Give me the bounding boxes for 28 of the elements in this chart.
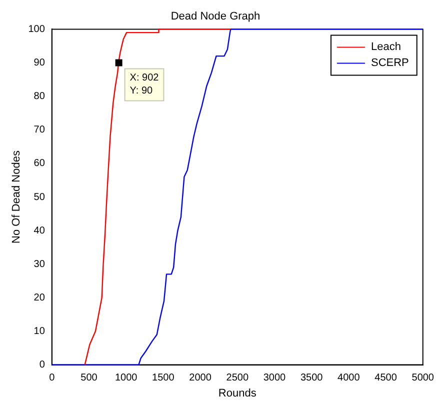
x-tick-label: 1000 xyxy=(114,372,138,384)
y-tick-label: 60 xyxy=(34,158,46,170)
chart-title: Dead Node Graph xyxy=(170,10,260,23)
y-tick-label: 80 xyxy=(34,91,46,102)
x-tick-label: 2000 xyxy=(189,372,212,384)
y-tick-label: 100 xyxy=(28,24,46,35)
x-tick-label: 0 xyxy=(49,372,56,384)
x-tick-label: 4000 xyxy=(338,372,360,384)
annotation: X: 902 Y: 90 xyxy=(130,72,160,97)
legend-label: SCERP xyxy=(370,57,409,70)
y-tick-label: 90 xyxy=(34,58,46,69)
x-tick-label: 500 xyxy=(80,372,98,384)
y-tick-label: 30 xyxy=(34,258,46,270)
y-tick-label: 20 xyxy=(34,292,46,304)
x-tick-label: 2500 xyxy=(226,372,249,384)
x-tick-label: 5000 xyxy=(412,372,434,384)
x-tick-label: 3000 xyxy=(263,372,286,384)
y-tick-label: 0 xyxy=(39,360,46,371)
y-tick-label: 10 xyxy=(34,326,46,337)
x-tick-label: 1500 xyxy=(152,372,175,384)
y-tick-label: 40 xyxy=(34,225,46,236)
y-tick-label: 70 xyxy=(34,124,46,136)
x-tick-label: 3500 xyxy=(300,372,324,384)
legend-label: Leach xyxy=(370,41,401,54)
x-axis-title: Rounds xyxy=(218,387,257,400)
x-tick-label: 4500 xyxy=(374,372,398,384)
y-tick-label: 50 xyxy=(34,192,46,203)
y-axis-title: No Of Dead Nodes xyxy=(10,150,23,244)
